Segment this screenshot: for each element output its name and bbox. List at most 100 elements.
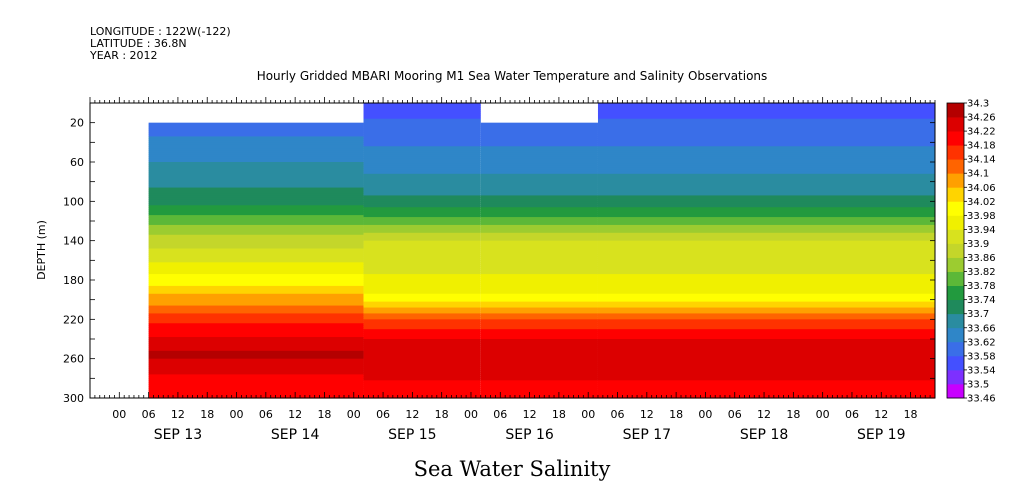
y-tick-label: 60: [70, 156, 84, 169]
colorbar-label: 34.1: [967, 169, 989, 180]
colorbar-swatch: [947, 159, 964, 174]
x-tick-label: 00: [816, 408, 830, 421]
colorbar-label: 34.06: [967, 183, 996, 194]
x-day-label: SEP 19: [857, 427, 905, 443]
colorbar-label: 34.22: [967, 127, 996, 138]
salinity-field-segment: [363, 103, 481, 399]
colorbar-swatch: [947, 383, 964, 399]
x-tick-label: 00: [581, 408, 595, 421]
colorbar-swatch: [947, 355, 964, 371]
colorbar-frame: [946, 102, 965, 399]
colorbar-swatch: [947, 215, 964, 230]
salinity-field-segment: [597, 103, 935, 399]
colorbar-label: 34.3: [967, 99, 989, 110]
x-tick-label: 18: [435, 408, 449, 421]
x-tick-label: 12: [640, 408, 654, 421]
colorbar-label: 33.98: [967, 211, 996, 222]
colorbar: 33.46 33.5 33.54 33.58 33.62 33.66 33.7 33.74 33…: [946, 99, 996, 405]
colorbar-label: 33.9: [967, 239, 989, 250]
salinity-field-segment: [480, 122, 598, 399]
colorbar-label: 33.58: [967, 351, 996, 362]
x-tick-label: 06: [845, 408, 859, 421]
colorbar-label: 33.78: [967, 281, 996, 292]
colorbar-label: 34.14: [967, 155, 996, 166]
x-tick-label: 00: [112, 408, 126, 421]
colorbar-swatch: [947, 173, 964, 188]
y-tick-label: 100: [63, 195, 84, 208]
x-tick-label: 12: [874, 408, 888, 421]
y-tick-label: 220: [63, 313, 84, 326]
header-block: LONGITUDE : 122W(-122) LATITUDE : 36.8N …: [89, 25, 231, 62]
x-tick-label: 00: [698, 408, 712, 421]
colorbar-swatch: [947, 285, 964, 301]
x-tick-label: 00: [230, 408, 244, 421]
x-day-label: SEP 14: [271, 427, 320, 443]
colorbar-swatch: [947, 145, 964, 160]
colorbar-swatch: [947, 369, 964, 385]
x-tick-label: 18: [552, 408, 566, 421]
x-tick-label: 18: [904, 408, 918, 421]
colorbar-swatch: [947, 229, 964, 244]
x-tick-label: 18: [786, 408, 800, 421]
colorbar-swatch: [947, 117, 964, 132]
colorbar-label: 34.02: [967, 197, 996, 208]
x-tick-label: 12: [405, 408, 419, 421]
x-tick-label: 18: [200, 408, 214, 421]
colorbar-label: 33.74: [967, 295, 996, 306]
colorbar-label: 34.26: [967, 113, 996, 124]
y-tick-label: 140: [63, 235, 84, 248]
colorbar-swatch: [947, 103, 964, 118]
colorbar-label: 33.7: [967, 309, 989, 320]
colorbar-swatch: [947, 327, 964, 343]
x-tick-label: 12: [757, 408, 771, 421]
y-axis: 20 60 100 140 180 220 260 300: [63, 102, 935, 405]
colorbar-label: 33.54: [967, 365, 996, 376]
colorbar-label: 33.46: [967, 394, 996, 405]
plot-frame: [89, 102, 936, 399]
y-axis-label: DEPTH (m): [35, 220, 48, 280]
colorbar-label: 33.62: [967, 337, 996, 348]
x-axis: 00 06 12 18 00 06 12 18 00 06 12 18 00 06 12 18 00 06 12 18…: [89, 97, 936, 443]
plot-area: [89, 102, 936, 399]
salinity-field-segment: [148, 122, 364, 399]
x-tick-label: 06: [728, 408, 742, 421]
x-day-label: SEP 13: [154, 427, 202, 443]
y-tick-label: 260: [63, 353, 84, 366]
x-day-label: SEP 15: [388, 427, 436, 443]
x-tick-label: 06: [493, 408, 507, 421]
x-tick-label: 06: [142, 408, 156, 421]
x-tick-label: 00: [464, 408, 478, 421]
x-tick-label: 06: [259, 408, 273, 421]
colorbar-swatch: [947, 299, 964, 315]
colorbar-swatch: [947, 257, 964, 272]
x-day-label: SEP 17: [623, 427, 671, 443]
longitude-label: LONGITUDE : 122W(-122): [90, 25, 231, 38]
x-tick-label: 12: [288, 408, 302, 421]
colorbar-label: 33.94: [967, 225, 996, 236]
colorbar-swatch: [947, 201, 964, 216]
x-tick-label: 06: [611, 408, 625, 421]
x-day-label: SEP 18: [740, 427, 788, 443]
year-label: YEAR : 2012: [89, 49, 158, 62]
chart-title: Hourly Gridded MBARI Mooring M1 Sea Wate…: [257, 69, 768, 83]
x-tick-label: 12: [523, 408, 537, 421]
colorbar-swatch: [947, 271, 964, 287]
colorbar-swatch: [947, 313, 964, 329]
y-tick-label: 20: [70, 117, 84, 130]
colorbar-label: 33.66: [967, 323, 996, 334]
y-tick-label: 300: [63, 392, 84, 405]
x-tick-label: 00: [347, 408, 361, 421]
colorbar-label: 33.5: [967, 379, 989, 390]
x-tick-label: 18: [317, 408, 331, 421]
x-tick-label: 18: [669, 408, 683, 421]
x-axis-label: Sea Water Salinity: [414, 457, 611, 481]
latitude-label: LATITUDE : 36.8N: [90, 37, 187, 50]
colorbar-label: 33.86: [967, 253, 996, 264]
colorbar-label: 33.82: [967, 267, 996, 278]
colorbar-swatch: [947, 187, 964, 202]
x-tick-label: 12: [171, 408, 185, 421]
y-tick-label: 180: [63, 274, 84, 287]
colorbar-swatch: [947, 243, 964, 258]
x-tick-label: 06: [376, 408, 390, 421]
